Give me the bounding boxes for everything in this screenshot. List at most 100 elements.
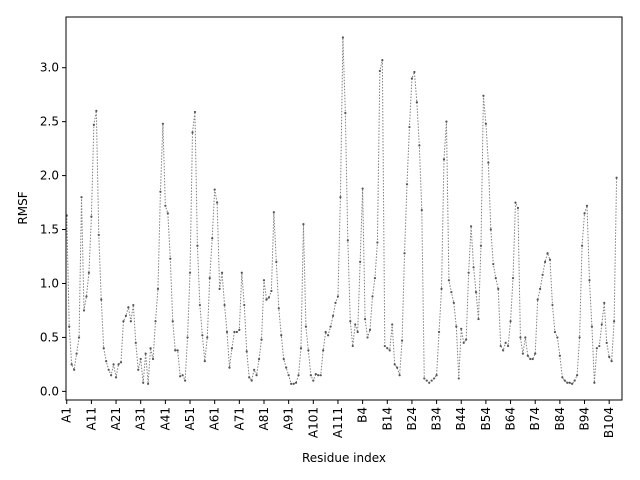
data-point	[578, 336, 581, 339]
data-point	[386, 347, 389, 350]
data-point	[450, 291, 453, 294]
data-point	[514, 201, 517, 204]
data-point	[479, 244, 483, 247]
data-point	[363, 317, 367, 321]
x-tick-label: B94	[578, 407, 592, 431]
data-point	[114, 376, 118, 379]
x-tick-label: B34	[430, 407, 444, 431]
data-point	[154, 320, 157, 323]
data-point	[558, 354, 561, 357]
data-point	[228, 366, 231, 369]
data-point	[457, 377, 460, 380]
data-point	[489, 228, 492, 231]
data-point	[460, 327, 463, 330]
data-point	[548, 258, 552, 261]
data-point	[70, 363, 73, 366]
data-point	[428, 381, 431, 384]
data-point	[193, 110, 197, 114]
data-point	[334, 301, 337, 304]
data-point	[474, 291, 478, 294]
data-point	[164, 204, 167, 207]
y-tick-label: 2.0	[40, 169, 59, 183]
x-tick-label: B64	[504, 407, 518, 431]
data-point	[531, 357, 534, 361]
x-tick-label: A31	[134, 407, 148, 430]
data-point	[156, 287, 160, 290]
data-point	[373, 276, 377, 280]
data-point	[336, 295, 340, 298]
data-point	[608, 355, 611, 358]
y-tick-label: 0.0	[40, 384, 59, 398]
data-point	[250, 379, 253, 382]
data-point	[243, 303, 246, 307]
data-point	[393, 363, 396, 366]
data-point	[561, 376, 564, 379]
data-point	[499, 344, 502, 348]
data-point	[248, 376, 251, 379]
data-point	[492, 262, 495, 266]
data-point	[105, 360, 108, 363]
y-tick-label: 1.0	[40, 276, 59, 290]
data-point	[294, 381, 298, 384]
data-point	[519, 336, 522, 339]
data-point	[309, 374, 312, 377]
x-tick-label: A1	[60, 407, 74, 423]
data-point	[435, 374, 438, 377]
data-point	[218, 287, 221, 290]
data-point	[100, 298, 103, 301]
data-point	[440, 287, 443, 290]
data-point	[494, 276, 497, 280]
data-point	[413, 70, 416, 74]
data-point	[405, 183, 409, 186]
data-point	[576, 374, 579, 377]
data-point	[147, 382, 150, 385]
x-tick-label: B54	[479, 407, 493, 431]
data-point	[144, 352, 147, 355]
data-point	[378, 69, 381, 73]
data-point	[302, 223, 305, 226]
data-point	[304, 325, 308, 328]
x-tick-label: A21	[109, 407, 123, 430]
data-point	[213, 188, 216, 191]
data-point	[117, 363, 120, 366]
data-point	[605, 341, 608, 344]
data-point	[142, 381, 145, 384]
data-point	[211, 237, 214, 240]
data-point	[181, 374, 184, 377]
data-point	[220, 271, 224, 274]
data-point	[282, 357, 285, 361]
x-tick-label: B44	[454, 407, 468, 431]
x-tick-label: A101	[306, 407, 320, 438]
data-point	[191, 131, 194, 134]
data-point	[400, 339, 404, 342]
data-point	[322, 349, 325, 352]
data-point	[203, 360, 206, 363]
data-point	[383, 344, 386, 348]
data-point	[139, 357, 142, 361]
data-point	[595, 347, 598, 350]
data-point	[470, 225, 473, 228]
data-point	[359, 260, 362, 263]
data-point	[186, 336, 189, 339]
data-point	[176, 349, 179, 352]
data-point	[257, 357, 261, 361]
data-point	[68, 325, 71, 328]
x-tick-label: A61	[208, 407, 222, 430]
data-point	[174, 349, 177, 352]
data-point	[603, 301, 606, 304]
data-point	[112, 363, 115, 366]
data-point	[349, 320, 352, 323]
data-point	[516, 206, 520, 210]
data-point	[556, 336, 559, 339]
data-point	[223, 303, 226, 307]
data-point	[107, 368, 110, 371]
data-point	[312, 379, 315, 382]
data-point	[511, 276, 515, 280]
data-point	[238, 328, 241, 331]
data-point	[506, 344, 510, 348]
data-point	[260, 338, 263, 341]
axes-frame	[65, 16, 623, 401]
data-point	[403, 252, 406, 255]
data-point	[615, 176, 618, 179]
